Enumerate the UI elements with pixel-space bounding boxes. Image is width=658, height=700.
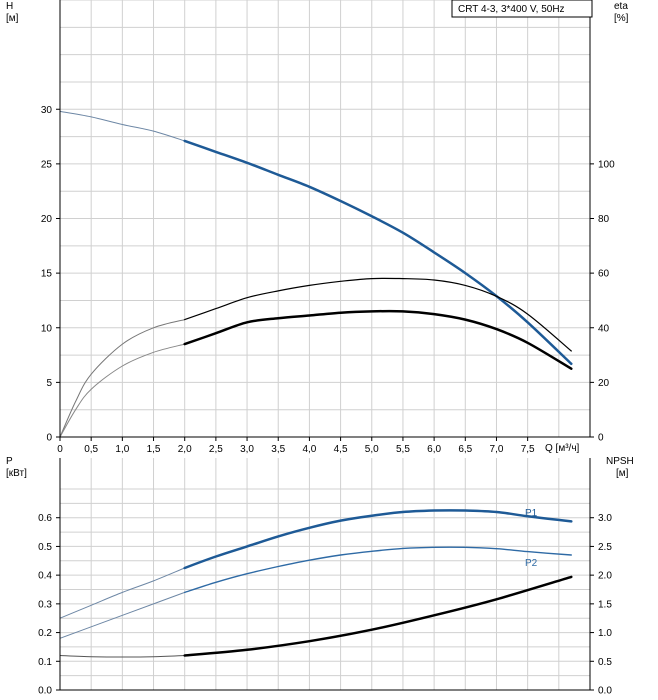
bottom-left-tick-label: 0.0 (38, 686, 52, 697)
legend-text: CRT 4-3, 3*400 V, 50Hz (458, 4, 565, 15)
x-tick-label: 1,0 (115, 444, 129, 455)
top-x-axis-title: Q [м³/ч] (545, 443, 580, 454)
bottom-series (59, 509, 573, 658)
x-tick-label: 7,0 (490, 444, 504, 455)
top-left-tick-label: 15 (41, 269, 53, 280)
bottom-series-line-4 (59, 655, 186, 658)
top-series (59, 110, 573, 438)
x-tick-label: 5,0 (365, 444, 379, 455)
top-left-tick-label: 10 (41, 323, 53, 334)
bottom-series-line-3 (184, 546, 572, 594)
top-grid (60, 0, 590, 437)
bottom-right-tick-label: 2.5 (598, 542, 612, 553)
top-series-line-3 (184, 277, 572, 352)
bottom-right-tick-label: 0.5 (598, 657, 612, 668)
bottom-right-tick-label: 3.0 (598, 513, 612, 524)
top-right-tick-label: 40 (598, 323, 610, 334)
x-tick-label: 1,5 (147, 444, 161, 455)
tick-labels: 0 5 10 15 20 25 30 0 20 40 60 80 100 0 0,5 1,0 1,5 2,0 2,5… (38, 105, 615, 697)
series-label-p2: P2 (525, 558, 538, 569)
top-right-tick-label: 20 (598, 378, 610, 389)
bottom-right-tick-label: 0.0 (598, 686, 612, 697)
bottom-left-tick-label: 0.3 (38, 599, 52, 610)
top-left-tick-label: 5 (46, 378, 52, 389)
bottom-left-tick-label: 0.6 (38, 513, 52, 524)
x-tick-label: 5,5 (396, 444, 410, 455)
bottom-left-tick-label: 0.5 (38, 542, 52, 553)
x-tick-label: 4,0 (302, 444, 316, 455)
bottom-left-tick-label: 0.1 (38, 657, 52, 668)
top-left-tick-label: 0 (46, 433, 52, 444)
x-tick-label: 2,5 (209, 444, 223, 455)
x-tick-label: 3,0 (240, 444, 254, 455)
x-tick-label: 2,0 (178, 444, 192, 455)
bottom-right-tick-label: 1.0 (598, 628, 612, 639)
top-left-axis-title-line1: H (6, 1, 13, 12)
bottom-grid (60, 458, 590, 690)
x-tick-label: 3,5 (271, 444, 285, 455)
bottom-series-line-0 (59, 567, 186, 619)
top-series-line-5 (183, 309, 573, 370)
top-right-tick-label: 0 (598, 433, 604, 444)
top-left-tick-label: 20 (41, 214, 53, 225)
top-series-line-0 (59, 110, 186, 142)
x-tick-label: 4,5 (334, 444, 348, 455)
bottom-left-axis-title-line2: [кВт] (6, 468, 27, 479)
top-left-axis-title-line2: [м] (6, 13, 19, 24)
top-right-axis-title-line2: [%] (614, 13, 629, 24)
bottom-series-line-5 (183, 575, 573, 657)
frames (56, 0, 594, 691)
top-right-tick-label: 80 (598, 214, 610, 225)
top-right-tick-label: 60 (598, 269, 610, 280)
x-tick-label: 0,5 (84, 444, 98, 455)
top-right-tick-label: 100 (598, 159, 615, 170)
bottom-right-axis-title-line1: NPSH (606, 456, 634, 467)
x-tick-label: 6,5 (458, 444, 472, 455)
top-series-line-4 (59, 343, 186, 438)
bottom-series-line-2 (59, 591, 186, 639)
top-left-tick-label: 30 (41, 105, 53, 116)
top-series-line-1 (183, 139, 573, 366)
series-label-p1: P1 (525, 508, 538, 519)
bottom-left-tick-label: 0.4 (38, 571, 52, 582)
top-series-line-2 (59, 319, 186, 438)
top-left-tick-label: 25 (41, 159, 53, 170)
bottom-plot-frame (59, 458, 591, 691)
bottom-right-tick-label: 1.5 (598, 599, 612, 610)
bottom-left-axis-title-line1: P (6, 456, 13, 467)
top-right-axis-title-line1: eta (614, 1, 628, 12)
x-tick-label: 7,5 (521, 444, 535, 455)
legend-box (451, 0, 593, 18)
bottom-series-line-1 (183, 509, 573, 570)
bottom-right-tick-label: 2.0 (598, 571, 612, 582)
bottom-left-tick-label: 0.2 (38, 628, 52, 639)
x-tick-label: 6,0 (427, 444, 441, 455)
x-tick-label: 0 (57, 444, 63, 455)
bottom-right-axis-title-line2: [м] (616, 468, 629, 479)
